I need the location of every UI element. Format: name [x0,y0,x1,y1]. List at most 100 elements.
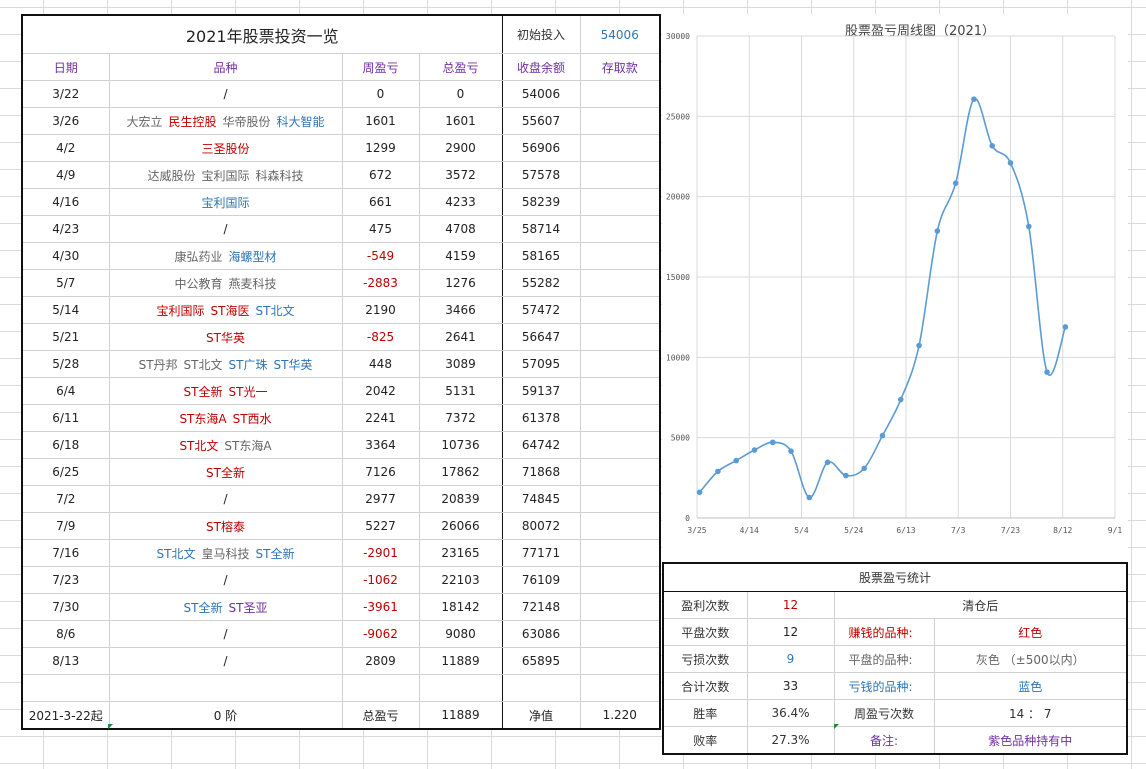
initial-value-cell[interactable]: 54006 [579,14,661,54]
total-pnl-cell[interactable]: 2641 [418,323,503,351]
footer-net-label[interactable]: 净值 [501,701,581,730]
stocks-cell[interactable]: ST榕泰 [108,512,343,540]
empty-cell[interactable] [418,674,503,702]
date-cell[interactable]: 7/2 [21,485,110,513]
date-cell[interactable]: 7/23 [21,566,110,594]
stocks-cell[interactable]: ST华英 [108,323,343,351]
header-stocks[interactable]: 品种 [108,53,343,81]
date-cell[interactable]: 3/26 [21,107,110,135]
weekly-pnl-cell[interactable]: -3961 [341,593,420,621]
deposit-cell[interactable] [579,242,661,270]
footer-stage[interactable]: 0 阶 [108,701,343,730]
total-pnl-cell[interactable]: 18142 [418,593,503,621]
balance-cell[interactable]: 74845 [501,485,581,513]
balance-cell[interactable]: 54006 [501,80,581,108]
total-count-value[interactable]: 33 [746,672,835,700]
balance-cell[interactable]: 58239 [501,188,581,216]
balance-cell[interactable]: 55607 [501,107,581,135]
total-pnl-cell[interactable]: 7372 [418,404,503,432]
empty-cell[interactable] [579,674,661,702]
win-rate-label[interactable]: 胜率 [662,699,748,727]
stocks-cell[interactable]: / [108,647,343,675]
date-cell[interactable]: 4/2 [21,134,110,162]
deposit-cell[interactable] [579,593,661,621]
total-pnl-cell[interactable]: 1601 [418,107,503,135]
note-label[interactable]: 备注: [833,726,935,755]
total-pnl-cell[interactable]: 3466 [418,296,503,324]
stocks-cell[interactable]: 三圣股份 [108,134,343,162]
date-cell[interactable]: 4/9 [21,161,110,189]
loss-count-value[interactable]: 9 [746,645,835,673]
deposit-cell[interactable] [579,188,661,216]
deposit-cell[interactable] [579,512,661,540]
footer-total-value[interactable]: 11889 [418,701,503,730]
clear-header[interactable]: 清仓后 [833,591,1128,619]
weekly-pnl-cell[interactable]: -1062 [341,566,420,594]
deposit-cell[interactable] [579,80,661,108]
deposit-cell[interactable] [579,539,661,567]
total-pnl-cell[interactable]: 17862 [418,458,503,486]
empty-cell[interactable] [501,674,581,702]
date-cell[interactable]: 6/18 [21,431,110,459]
stocks-cell[interactable]: ST全新 [108,458,343,486]
legend-red-label[interactable]: 赚钱的品种: [833,618,935,646]
date-cell[interactable]: 6/4 [21,377,110,405]
balance-cell[interactable]: 71868 [501,458,581,486]
stocks-cell[interactable]: ST全新 ST圣亚 [108,593,343,621]
header-date[interactable]: 日期 [21,53,110,81]
stocks-cell[interactable]: ST东海A ST西水 [108,404,343,432]
date-cell[interactable]: 7/16 [21,539,110,567]
deposit-cell[interactable] [579,377,661,405]
weekly-pnl-cell[interactable]: -2901 [341,539,420,567]
weekly-pnl-cell[interactable]: 2809 [341,647,420,675]
balance-cell[interactable]: 64742 [501,431,581,459]
balance-cell[interactable]: 59137 [501,377,581,405]
weekly-pnl-cell[interactable]: 2241 [341,404,420,432]
weekly-pnl-cell[interactable]: 5227 [341,512,420,540]
stocks-cell[interactable]: / [108,566,343,594]
title-cell[interactable]: 2021年股票投资一览 [21,14,503,54]
date-cell[interactable]: 8/13 [21,647,110,675]
ratio-label[interactable]: 周盈亏次数 [833,699,935,727]
stocks-cell[interactable]: / [108,485,343,513]
balance-cell[interactable]: 61378 [501,404,581,432]
balance-cell[interactable]: 65895 [501,647,581,675]
deposit-cell[interactable] [579,647,661,675]
total-pnl-cell[interactable]: 2900 [418,134,503,162]
header-total[interactable]: 总盈亏 [418,53,503,81]
legend-gray-label[interactable]: 平盘的品种: [833,645,935,673]
stocks-cell[interactable]: ST北文 皇马科技 ST全新 [108,539,343,567]
deposit-cell[interactable] [579,485,661,513]
weekly-pnl-cell[interactable]: 7126 [341,458,420,486]
total-pnl-cell[interactable]: 5131 [418,377,503,405]
empty-cell[interactable] [341,674,420,702]
weekly-pnl-cell[interactable]: -2883 [341,269,420,297]
weekly-pnl-cell[interactable]: 3364 [341,431,420,459]
balance-cell[interactable]: 57095 [501,350,581,378]
footer-total-label[interactable]: 总盈亏 [341,701,420,730]
balance-cell[interactable]: 63086 [501,620,581,648]
initial-label-cell[interactable]: 初始投入 [501,14,581,54]
balance-cell[interactable]: 80072 [501,512,581,540]
balance-cell[interactable]: 58165 [501,242,581,270]
stocks-cell[interactable]: 中公教育 燕麦科技 [108,269,343,297]
weekly-pnl-cell[interactable]: 1601 [341,107,420,135]
lose-rate-label[interactable]: 败率 [662,726,748,755]
date-cell[interactable]: 3/22 [21,80,110,108]
weekly-pnl-chart[interactable]: 股票盈亏周线图（2021） 0 5000 10000 15000 20000 25000 3… [662,14,1128,562]
balance-cell[interactable]: 76109 [501,566,581,594]
total-pnl-cell[interactable]: 3089 [418,350,503,378]
win-rate-value[interactable]: 36.4% [746,699,835,727]
total-pnl-cell[interactable]: 4708 [418,215,503,243]
balance-cell[interactable]: 56906 [501,134,581,162]
stocks-cell[interactable]: / [108,80,343,108]
weekly-pnl-cell[interactable]: 2977 [341,485,420,513]
footer-start[interactable]: 2021-3-22起 [21,701,110,730]
lose-rate-value[interactable]: 27.3% [746,726,835,755]
stocks-cell[interactable]: / [108,215,343,243]
deposit-cell[interactable] [579,107,661,135]
date-cell[interactable]: 5/21 [21,323,110,351]
weekly-pnl-cell[interactable]: 448 [341,350,420,378]
loss-count-label[interactable]: 亏损次数 [662,645,748,673]
stocks-cell[interactable]: 康弘药业 海螺型材 [108,242,343,270]
